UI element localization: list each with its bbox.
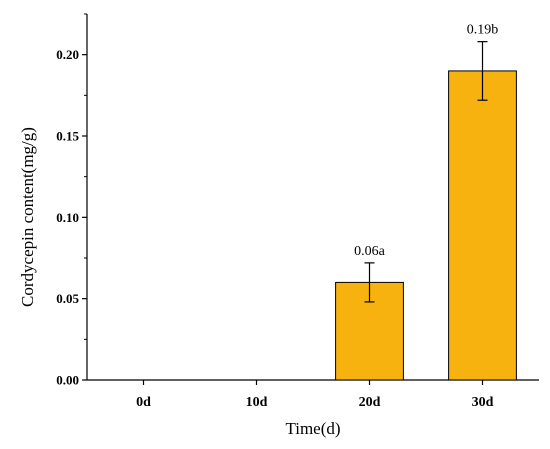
x-tick-label: 0d — [136, 395, 151, 410]
y-tick-label: 0.05 — [56, 291, 79, 306]
x-tick-label: 10d — [246, 395, 268, 410]
x-tick-label: 20d — [359, 395, 381, 410]
y-axis-title: Cordycepin content(mg/g) — [18, 127, 37, 307]
y-tick-label: 0.15 — [56, 129, 79, 144]
y-tick-label: 0.20 — [56, 47, 79, 62]
x-tick-label: 30d — [472, 395, 494, 410]
data-label: 0.06a — [354, 244, 386, 259]
plot-area: 0.00 0.05 0.10 0.15 0.20 0d 10d 20d 0.06a 30d 0.19… — [56, 13, 539, 410]
bar — [448, 70, 517, 381]
y-tick-label: 0.00 — [56, 373, 79, 388]
y-tick-label: 0.10 — [56, 210, 79, 225]
data-label: 0.19b — [467, 23, 499, 38]
x-axis-title: Time(d) — [285, 419, 340, 438]
